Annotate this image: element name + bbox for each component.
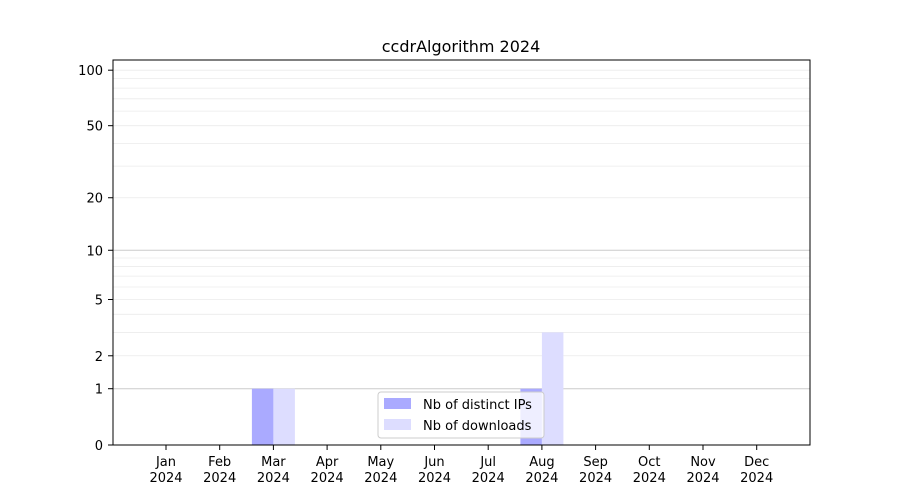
legend-swatch xyxy=(384,398,411,409)
bar-downloads xyxy=(273,388,295,445)
chart-title: ccdrAlgorithm 2024 xyxy=(382,37,541,56)
y-tick-label: 5 xyxy=(95,293,103,308)
bar-downloads xyxy=(541,332,564,445)
x-tick-label: Sep 2024 xyxy=(579,455,612,486)
x-tick-label: Aug 2024 xyxy=(525,455,558,486)
y-tick-label: 20 xyxy=(86,192,103,207)
legend-label: Nb of downloads xyxy=(423,419,532,434)
x-tick-label: Jul 2024 xyxy=(472,455,505,486)
y-tick-label: 50 xyxy=(86,120,103,135)
y-tick-label: 100 xyxy=(78,64,103,79)
y-tick-label: 0 xyxy=(95,439,103,454)
y-tick-label: 2 xyxy=(95,350,103,365)
x-tick-label: Jan 2024 xyxy=(149,455,182,486)
x-tick-label: May 2024 xyxy=(364,455,397,486)
x-tick-label: Nov 2024 xyxy=(686,455,719,486)
y-tick-label: 10 xyxy=(86,244,103,259)
x-tick-label: Feb 2024 xyxy=(203,455,236,486)
plot-frame xyxy=(112,59,811,446)
x-tick-label: Apr 2024 xyxy=(311,455,344,486)
x-tick-label: Dec 2024 xyxy=(740,455,773,486)
legend-swatch xyxy=(384,419,411,430)
bar-distinct-ips xyxy=(251,388,274,445)
x-tick-label: Jun 2024 xyxy=(418,455,451,486)
legend-label: Nb of distinct IPs xyxy=(423,398,532,413)
y-tick-label: 1 xyxy=(95,383,103,398)
x-tick-label: Oct 2024 xyxy=(633,455,666,486)
legend: Nb of distinct IPs Nb of downloads xyxy=(377,391,545,439)
x-tick-label: Mar 2024 xyxy=(257,455,290,486)
